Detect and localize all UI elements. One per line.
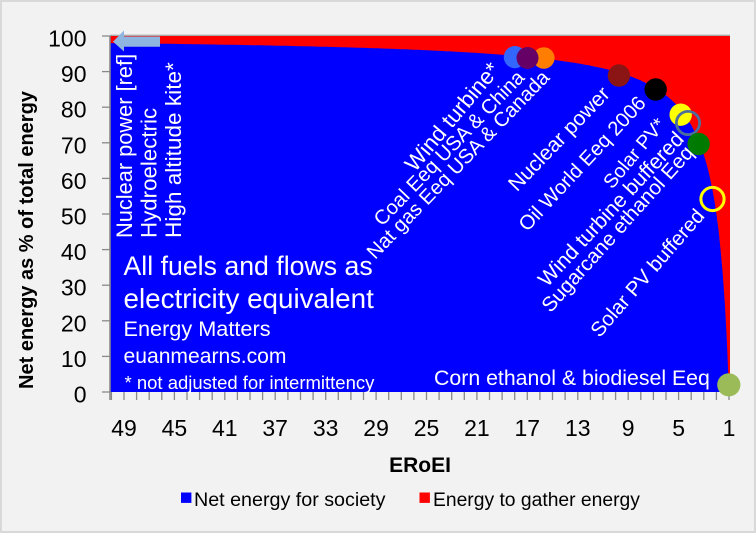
svg-text:Corn ethanol & biodiesel Eeq: Corn ethanol & biodiesel Eeq bbox=[434, 366, 710, 390]
svg-text:High altitude kite*: High altitude kite* bbox=[161, 62, 186, 238]
svg-text:29: 29 bbox=[363, 415, 389, 441]
svg-text:0: 0 bbox=[74, 382, 87, 408]
svg-text:41: 41 bbox=[212, 415, 238, 441]
svg-text:10: 10 bbox=[61, 346, 87, 372]
svg-text:17: 17 bbox=[515, 415, 541, 441]
svg-text:1: 1 bbox=[723, 415, 736, 441]
svg-text:21: 21 bbox=[464, 415, 490, 441]
svg-text:50: 50 bbox=[61, 204, 87, 230]
svg-text:30: 30 bbox=[61, 275, 87, 301]
svg-text:60: 60 bbox=[61, 168, 87, 194]
svg-text:90: 90 bbox=[61, 61, 87, 87]
svg-text:33: 33 bbox=[313, 415, 339, 441]
svg-text:49: 49 bbox=[111, 415, 137, 441]
svg-text:5: 5 bbox=[672, 415, 685, 441]
svg-text:Hydroelectric: Hydroelectric bbox=[137, 108, 162, 238]
svg-text:40: 40 bbox=[61, 239, 87, 265]
svg-text:electricity equivalent: electricity equivalent bbox=[124, 283, 375, 314]
svg-text:ERoEI: ERoEI bbox=[389, 454, 451, 477]
svg-text:Net energy as % of total energ: Net energy as % of total energy bbox=[16, 90, 38, 389]
svg-text:All fuels and flows as: All fuels and flows as bbox=[124, 251, 373, 281]
svg-text:* not adjusted for intermitten: * not adjusted for intermittency bbox=[125, 372, 376, 393]
svg-text:9: 9 bbox=[622, 415, 635, 441]
svg-text:13: 13 bbox=[565, 415, 591, 441]
svg-text:100: 100 bbox=[48, 26, 86, 52]
svg-text:Nuclear power [ref]: Nuclear power [ref] bbox=[112, 54, 137, 238]
svg-text:45: 45 bbox=[162, 415, 188, 441]
svg-text:80: 80 bbox=[61, 97, 87, 123]
svg-text:70: 70 bbox=[61, 132, 87, 158]
svg-text:Energy Matters: Energy Matters bbox=[124, 316, 271, 341]
svg-text:25: 25 bbox=[414, 415, 440, 441]
svg-text:euanmearns.com: euanmearns.com bbox=[124, 345, 287, 368]
svg-text:Net energy for society: Net energy for society bbox=[194, 489, 386, 511]
svg-text:Energy to gather energy: Energy to gather energy bbox=[433, 490, 640, 511]
svg-text:37: 37 bbox=[262, 415, 288, 441]
svg-text:20: 20 bbox=[61, 310, 87, 336]
